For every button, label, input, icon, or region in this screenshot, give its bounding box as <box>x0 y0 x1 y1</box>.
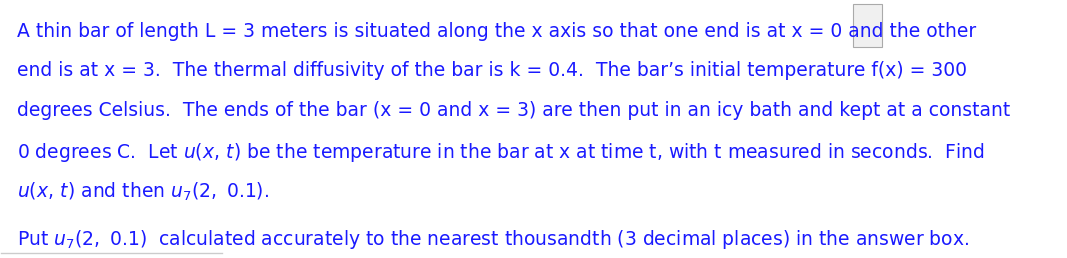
Text: Put $u_7(2,\ 0.1)$  calculated accurately to the nearest thousandth (3 decimal p: Put $u_7(2,\ 0.1)$ calculated accurately… <box>17 228 970 251</box>
Text: degrees Celsius.  The ends of the bar (x = 0 and x = 3) are then put in an icy b: degrees Celsius. The ends of the bar (x … <box>17 101 1010 120</box>
Text: 0 degrees C.  Let $u(x,\, t)$ be the temperature in the bar at x at time t, with: 0 degrees C. Let $u(x,\, t)$ be the temp… <box>17 141 985 164</box>
Text: end is at x = 3.  The thermal diffusivity of the bar is k = 0.4.  The bar’s init: end is at x = 3. The thermal diffusivity… <box>17 61 968 80</box>
FancyBboxPatch shape <box>854 4 881 47</box>
Text: A thin bar of length L = 3 meters is situated along the x axis so that one end i: A thin bar of length L = 3 meters is sit… <box>17 22 976 41</box>
Text: $u(x,\, t)$ and then $u_7(2,\ 0.1)$.: $u(x,\, t)$ and then $u_7(2,\ 0.1)$. <box>17 181 270 203</box>
